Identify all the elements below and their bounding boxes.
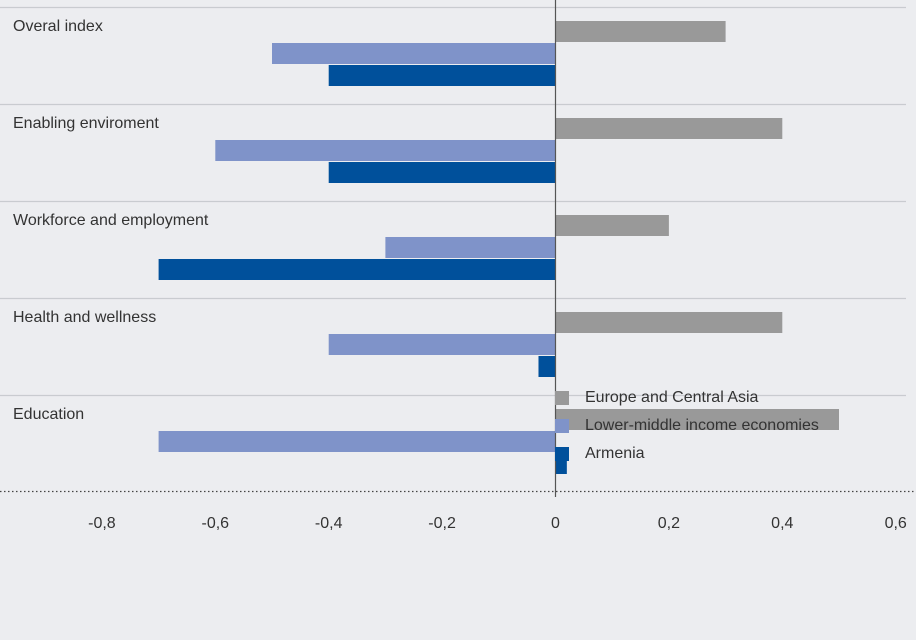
legend-label: Lower-middle income economies: [585, 417, 819, 434]
bar: [555, 409, 839, 430]
legend-item: Lower-middle income economies: [555, 412, 819, 440]
bar: [555, 453, 567, 474]
x-tick-label: 0: [551, 515, 560, 532]
legend-swatch: [555, 419, 569, 433]
x-tick-label: -0,4: [315, 515, 343, 532]
bar: [328, 65, 556, 86]
legend-item: Armenia: [555, 440, 819, 468]
legend-swatch: [555, 447, 569, 461]
legend-item: Europe and Central Asia: [555, 384, 819, 412]
bar: [158, 259, 556, 280]
category-label: Overal index: [13, 18, 103, 35]
category-label: Workforce and employment: [13, 212, 209, 229]
legend-label: Europe and Central Asia: [585, 389, 759, 406]
x-tick-label: 0,4: [771, 515, 793, 532]
bar: [555, 312, 783, 333]
bar: [555, 118, 783, 139]
bar: [328, 162, 556, 183]
category-label: Health and wellness: [13, 309, 156, 326]
bar: [158, 431, 556, 452]
category-label: Education: [13, 406, 84, 423]
x-tick-label: -0,2: [428, 515, 456, 532]
x-tick-label: 0,6: [885, 515, 907, 532]
bar: [272, 43, 556, 64]
category-label: Enabling enviroment: [13, 115, 159, 132]
x-tick-label: -0,6: [202, 515, 230, 532]
x-tick-label: 0,2: [658, 515, 680, 532]
legend: Europe and Central Asia Lower-middle inco…: [555, 384, 819, 468]
bar: [555, 21, 726, 42]
bar: [538, 356, 556, 377]
bar: [215, 140, 556, 161]
legend-label: Armenia: [585, 445, 645, 462]
bar: [328, 334, 556, 355]
bar: [385, 237, 556, 258]
bar: [555, 215, 669, 236]
legend-swatch: [555, 391, 569, 405]
x-tick-label: -0,8: [88, 515, 116, 532]
